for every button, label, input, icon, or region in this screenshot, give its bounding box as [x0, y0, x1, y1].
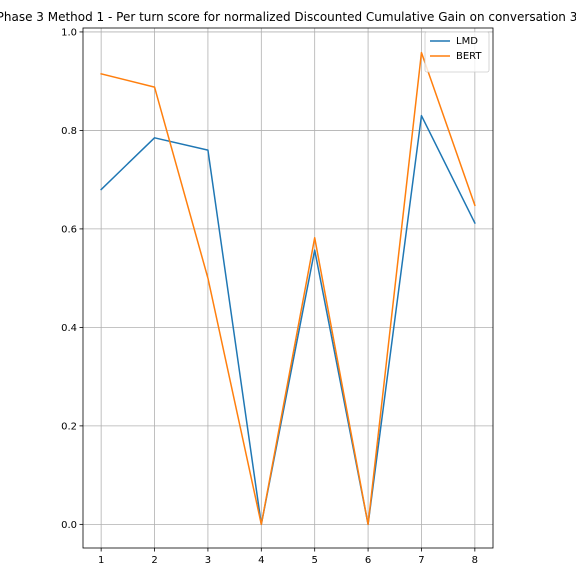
y-tick-label: 0.6 — [61, 224, 77, 235]
chart-title: Phase 3 Method 1 - Per turn score for no… — [0, 10, 576, 24]
legend-label: LMD — [456, 36, 478, 47]
y-tick-label: 1.0 — [61, 27, 77, 38]
y-tick-label: 0.8 — [61, 126, 77, 137]
legend: LMD BERT — [424, 31, 490, 73]
plot-frame — [82, 27, 494, 549]
series-lines — [100, 51, 476, 526]
x-tick-label: 7 — [418, 555, 424, 566]
y-tick-label: 0.4 — [61, 323, 77, 334]
x-tick-label: 3 — [205, 555, 211, 566]
grid-lines — [83, 28, 493, 548]
x-tick-label: 2 — [151, 555, 157, 566]
x-tick-label: 5 — [312, 555, 318, 566]
x-tick-label: 1 — [98, 555, 104, 566]
x-tick-label: 8 — [472, 555, 478, 566]
y-tick-label: 0.0 — [61, 520, 77, 531]
x-tick-label: 4 — [258, 555, 264, 566]
series-line-bert — [100, 51, 476, 526]
axis-ticks: 1 2 3 4 5 6 7 8 0.0 0.2 0.4 0.6 0.8 1.0 — [61, 27, 478, 566]
legend-label: BERT — [456, 51, 482, 62]
x-tick-label: 6 — [365, 555, 371, 566]
y-tick-label: 0.2 — [61, 421, 77, 432]
legend-box — [424, 31, 490, 73]
series-line-lmd — [100, 114, 476, 526]
